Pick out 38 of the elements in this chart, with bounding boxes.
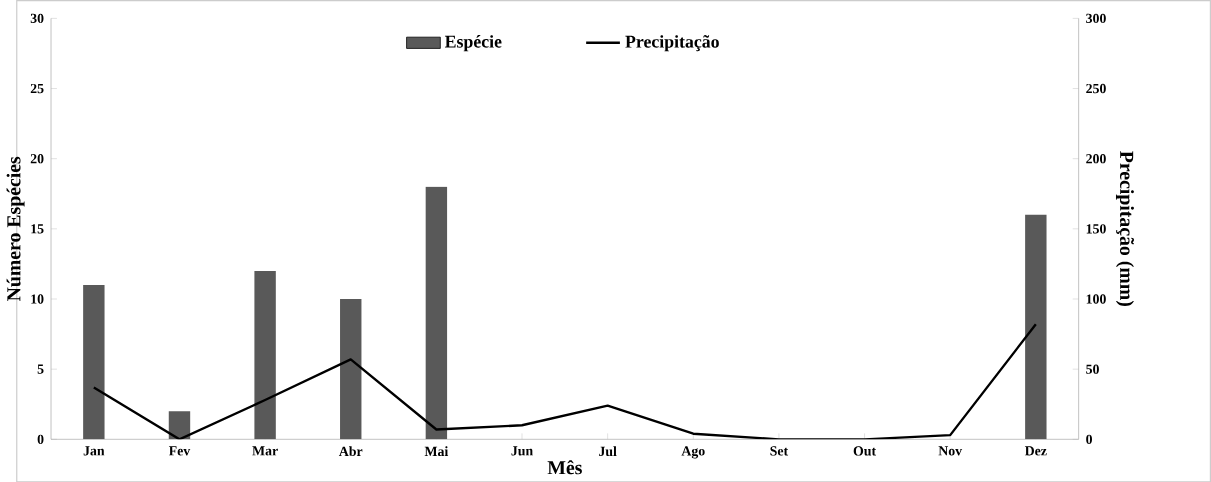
y-tick-label: 10 <box>31 294 44 304</box>
y-tick-label: 25 <box>30 83 44 93</box>
x-tick-label: Jun <box>511 446 533 456</box>
x-tick-label: Nov <box>938 446 963 456</box>
x-axis-title: Mês <box>547 459 582 475</box>
y-tick-label: 20 <box>30 153 44 164</box>
y2-tick-label: 200 <box>1086 153 1106 164</box>
y2-tick-label: 150 <box>1086 223 1106 234</box>
bar <box>168 411 191 440</box>
x-tick-label: Out <box>853 446 877 456</box>
y-tick-label: 15 <box>31 224 44 234</box>
line-series <box>92 322 1038 440</box>
bar <box>340 298 362 440</box>
x-tick-label: Ago <box>681 446 705 459</box>
y2-tick-label: 300 <box>1086 13 1106 23</box>
y-tick-label: 5 <box>37 364 44 374</box>
x-tick-label: Abr <box>338 446 363 456</box>
y2-axis-title: Precipitação (mm) <box>1115 150 1134 306</box>
y-axis-title: Número Espécies <box>6 156 25 301</box>
x-tick-label: Dez <box>1024 446 1047 456</box>
y2-tick-label: 100 <box>1086 294 1106 304</box>
x-tick-label: Jan <box>83 446 105 456</box>
y2-tick-label: 50 <box>1086 364 1099 374</box>
x-tick-label: Mai <box>424 446 449 456</box>
bar <box>425 186 448 440</box>
bar <box>83 284 105 440</box>
y-tick-label: 0 <box>37 434 44 444</box>
x-tick-label: Jul <box>599 446 617 456</box>
y-tick-label: 30 <box>30 13 44 23</box>
x-tick-label: Fev <box>168 446 191 456</box>
x-tick-label: Set <box>770 446 789 456</box>
bar <box>1025 214 1047 440</box>
y2-tick-label: 250 <box>1086 83 1106 94</box>
bar <box>254 270 276 440</box>
x-tick-label: Mar <box>252 446 278 456</box>
y2-tick-label: 0 <box>1086 434 1093 444</box>
legend-label: Precipitação <box>625 34 719 52</box>
legend-label: Espécie <box>444 34 502 52</box>
